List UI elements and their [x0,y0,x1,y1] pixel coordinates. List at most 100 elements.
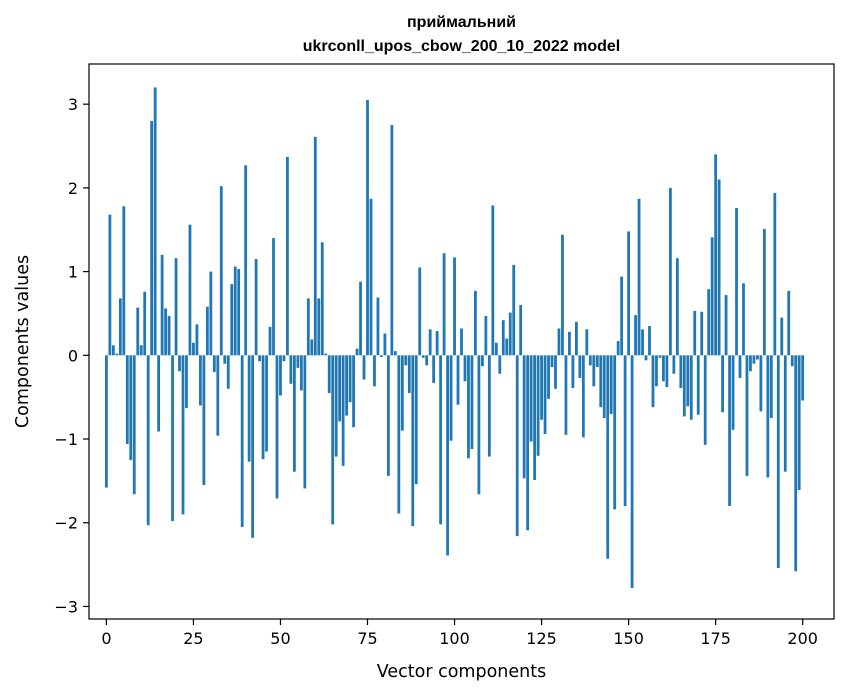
bar-67 [338,355,342,422]
bar-36 [230,284,234,356]
bar-19 [171,355,174,522]
bar-63 [324,353,328,356]
bar-171 [700,311,704,356]
bar-34 [223,355,227,364]
bar-159 [658,355,662,358]
bar-131 [561,234,564,356]
bar-114 [501,320,505,356]
bar-195 [783,355,787,472]
bar-35 [226,355,230,389]
chart-subtitle: ukrconll_upos_cbow_200_10_2022 model [303,38,620,55]
bar-3 [115,353,119,356]
bar-169 [693,310,697,356]
bar-55 [296,355,300,368]
x-tick-label: 75 [357,629,377,648]
bar-177 [721,355,724,413]
bar-191 [769,355,773,419]
bar-110 [487,355,491,457]
bar-31 [212,355,216,373]
bar-139 [588,355,592,366]
bar-153 [637,198,641,356]
bar-42 [251,355,255,538]
bar-66 [334,355,338,457]
x-tick-label: 50 [270,629,290,648]
bar-164 [675,258,679,356]
bar-94 [432,355,436,383]
bar-148 [620,276,624,356]
bar-197 [790,355,794,367]
bar-125 [540,355,543,420]
x-tick-label: 125 [526,629,557,648]
bar-51 [282,355,286,362]
bar-86 [404,355,408,366]
bar-69 [345,355,349,416]
bar-26 [195,324,199,356]
bar-145 [609,355,613,414]
bar-108 [481,355,484,367]
bar-56 [299,355,303,391]
bar-30 [209,271,213,356]
bar-91 [421,355,425,358]
bar-130 [557,328,561,356]
bar-7 [129,355,133,460]
bar-175 [714,154,718,356]
bar-5 [122,206,126,356]
bars-group [105,87,805,589]
bar-45 [261,355,265,460]
bar-104 [467,355,470,459]
bar-192 [773,192,777,356]
bar-199 [797,355,801,491]
bar-0 [105,355,108,488]
bar-163 [672,355,676,374]
bar-50 [279,355,282,396]
bar-92 [425,355,429,366]
bar-102 [460,328,463,356]
bar-68 [341,355,345,466]
bar-97 [442,253,446,356]
bar-83 [393,351,397,356]
x-tick-label: 25 [183,629,203,648]
bar-74 [362,355,366,380]
x-axis-ticks: 0 25 50 75 100 125 150 175 200 [101,619,818,648]
bar-13 [150,120,154,356]
bar-147 [616,341,620,356]
y-tick-label: 2 [68,179,78,198]
bar-158 [655,355,658,387]
bar-61 [317,298,321,356]
bar-196 [787,290,791,356]
bar-194 [780,317,784,356]
bar-198 [794,355,798,572]
y-tick-label: −3 [54,597,78,616]
bar-95 [435,331,439,356]
bar-151 [630,355,634,589]
bar-85 [400,355,404,431]
bar-1 [108,214,112,356]
bar-186 [752,355,756,364]
bar-123 [533,355,536,481]
bar-141 [595,355,599,368]
bar-107 [477,355,481,495]
plot-frame [88,63,835,620]
bar-174 [710,237,714,356]
bar-89 [414,355,418,485]
bar-12 [146,355,150,526]
bar-136 [578,355,582,378]
bar-15 [157,355,161,432]
bar-126 [543,355,547,434]
bar-200 [801,355,805,401]
bar-193 [776,355,780,568]
bar-79 [380,355,383,357]
bar-172 [703,355,707,445]
bar-176 [717,179,721,356]
bar-93 [428,329,432,356]
bar-122 [529,355,533,442]
bar-99 [449,355,453,441]
bar-65 [331,355,335,525]
bar-187 [756,355,759,360]
bar-62 [320,242,324,356]
bar-71 [352,355,355,428]
bar-73 [359,281,362,356]
bar-77 [373,355,376,387]
bar-173 [707,289,711,356]
bar-115 [505,338,509,356]
